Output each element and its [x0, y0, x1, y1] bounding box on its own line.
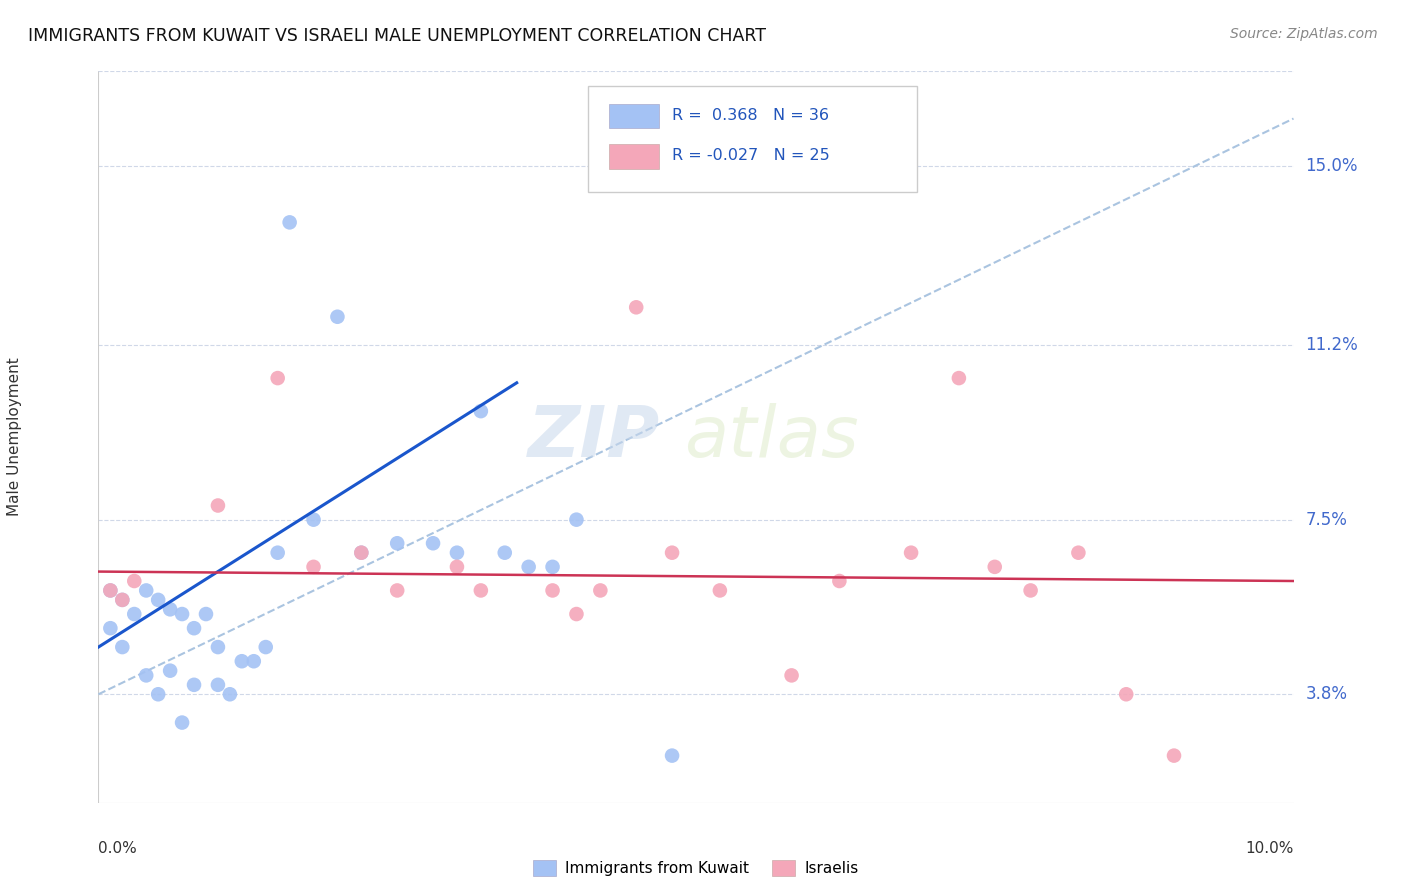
Point [267, 546, 290, 560]
Point [278, 215, 301, 229]
Point [111, 593, 134, 607]
Point [541, 559, 564, 574]
Point [183, 678, 205, 692]
Point [828, 574, 851, 588]
Point [541, 583, 564, 598]
Point [124, 607, 146, 621]
Point [984, 559, 1007, 574]
Point [172, 715, 194, 730]
Point [422, 536, 444, 550]
Point [172, 607, 194, 621]
Point [148, 593, 170, 607]
Point [159, 602, 181, 616]
Point [111, 593, 134, 607]
Point [661, 748, 683, 763]
Point [302, 559, 325, 574]
FancyBboxPatch shape [589, 86, 917, 192]
Point [135, 668, 157, 682]
Point [98, 621, 122, 635]
Point [517, 559, 540, 574]
Point [243, 654, 266, 668]
Text: atlas: atlas [685, 402, 859, 472]
Point [589, 583, 612, 598]
Legend: Immigrants from Kuwait, Israelis: Immigrants from Kuwait, Israelis [527, 855, 865, 882]
Text: 15.0%: 15.0% [1306, 157, 1358, 175]
Point [267, 371, 290, 385]
Text: 7.5%: 7.5% [1306, 510, 1347, 529]
Point [470, 404, 492, 418]
Point [446, 559, 468, 574]
Point [326, 310, 349, 324]
Text: 10.0%: 10.0% [1246, 840, 1294, 855]
FancyBboxPatch shape [609, 103, 659, 128]
Text: R = -0.027   N = 25: R = -0.027 N = 25 [672, 148, 830, 163]
Point [385, 583, 409, 598]
Point [183, 621, 205, 635]
Text: 0.0%: 0.0% [98, 840, 138, 855]
Point [565, 513, 588, 527]
Text: IMMIGRANTS FROM KUWAIT VS ISRAELI MALE UNEMPLOYMENT CORRELATION CHART: IMMIGRANTS FROM KUWAIT VS ISRAELI MALE U… [28, 27, 766, 45]
Text: ZIP: ZIP [527, 402, 661, 472]
Point [254, 640, 277, 654]
Point [111, 640, 134, 654]
Point [900, 546, 922, 560]
Point [1115, 687, 1137, 701]
Point [948, 371, 970, 385]
Point [207, 678, 229, 692]
Point [207, 640, 229, 654]
Point [709, 583, 731, 598]
Point [494, 546, 516, 560]
Point [1163, 748, 1185, 763]
Point [219, 687, 242, 701]
Text: R =  0.368   N = 36: R = 0.368 N = 36 [672, 108, 830, 123]
Point [626, 301, 648, 315]
Point [385, 536, 409, 550]
Point [350, 546, 373, 560]
Point [148, 687, 170, 701]
Text: 3.8%: 3.8% [1306, 685, 1347, 703]
Point [661, 546, 683, 560]
Point [1019, 583, 1042, 598]
Point [350, 546, 373, 560]
Point [780, 668, 803, 682]
Point [565, 607, 588, 621]
Point [159, 664, 181, 678]
Point [135, 583, 157, 598]
Point [446, 546, 468, 560]
FancyBboxPatch shape [609, 144, 659, 169]
Point [1067, 546, 1090, 560]
Text: Source: ZipAtlas.com: Source: ZipAtlas.com [1230, 27, 1378, 41]
Point [195, 607, 218, 621]
Point [124, 574, 146, 588]
Point [470, 583, 492, 598]
Point [302, 513, 325, 527]
Point [207, 499, 229, 513]
Text: 11.2%: 11.2% [1306, 336, 1358, 354]
Text: Male Unemployment: Male Unemployment [7, 358, 22, 516]
Point [98, 583, 122, 598]
Point [98, 583, 122, 598]
Point [231, 654, 253, 668]
